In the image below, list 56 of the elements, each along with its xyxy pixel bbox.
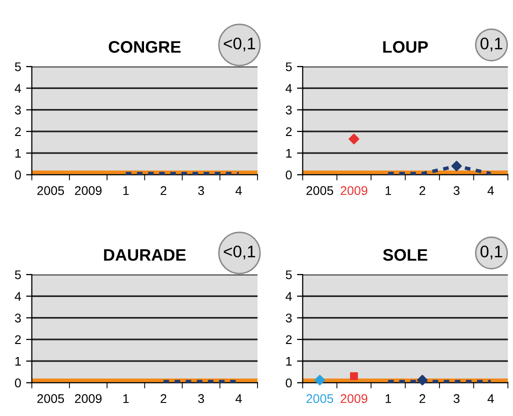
y-tick-label: 1: [15, 357, 21, 366]
x-tick-label: 4: [236, 186, 242, 195]
y-tick-label: 0: [14, 378, 21, 388]
x-tick-label: 2005: [306, 186, 334, 196]
y-tick-label: 4: [286, 84, 292, 93]
x-tick-label: 4: [488, 394, 494, 403]
y-tick-label: 4: [286, 292, 292, 301]
text: <0,1: [224, 246, 256, 260]
x-tick-label: 2005: [306, 394, 334, 404]
y-tick-label: 5: [286, 62, 292, 72]
x-tick-label: 2: [420, 186, 426, 195]
text: 0,1: [480, 246, 502, 260]
y-tick-label: 3: [14, 314, 21, 322]
y-tick-label: 5: [14, 270, 21, 280]
y-tick-label: 4: [14, 292, 22, 301]
y-tick-label: 1: [286, 149, 292, 158]
y-tick-label: 2: [286, 127, 292, 136]
x-tick-label: 3: [198, 186, 204, 196]
x-tick-label: 1: [123, 186, 129, 195]
y-tick-label: 4: [14, 84, 22, 93]
x-tick-label: 2009: [340, 394, 368, 404]
x-tick-label: 1: [386, 394, 392, 403]
x-tick-label: 4: [236, 394, 242, 403]
text: 0,1: [480, 38, 502, 52]
y-tick-label: 0: [286, 378, 292, 388]
text: <0,1: [224, 38, 256, 52]
y-tick-label: 3: [286, 314, 292, 322]
chart-title: CONGRE: [108, 41, 181, 53]
chart-title: SOLE: [383, 249, 428, 261]
x-tick-label: 3: [454, 186, 460, 196]
y-tick-label: 2: [15, 127, 21, 136]
x-tick-label: 2005: [37, 186, 64, 196]
x-tick-label: 4: [488, 186, 494, 195]
chart-title: DAURADE: [104, 249, 186, 261]
x-tick-label: 3: [198, 394, 204, 404]
y-tick-label: 3: [14, 106, 21, 114]
x-tick-label: 2009: [74, 186, 102, 196]
y-tick-label: 5: [14, 62, 21, 72]
y-tick-label: 1: [286, 357, 292, 366]
y-tick-label: 2: [15, 335, 21, 344]
x-tick-label: 2: [420, 394, 426, 403]
x-tick-label: 2: [160, 394, 166, 403]
y-tick-label: 1: [15, 149, 21, 158]
x-tick-label: 1: [386, 186, 392, 195]
chart-title: LOUP: [383, 41, 428, 53]
y-tick-label: 0: [286, 170, 292, 180]
y-tick-label: 0: [14, 170, 21, 180]
x-tick-label: 1: [123, 394, 129, 403]
x-tick-label: 2009: [74, 394, 102, 404]
x-tick-label: 2: [160, 186, 166, 195]
x-tick-label: 2005: [37, 394, 64, 404]
y-tick-label: 2: [286, 335, 292, 344]
y-tick-label: 3: [286, 106, 292, 114]
x-tick-label: 2009: [340, 186, 368, 196]
x-tick-label: 3: [454, 394, 460, 404]
y-tick-label: 5: [286, 270, 292, 280]
